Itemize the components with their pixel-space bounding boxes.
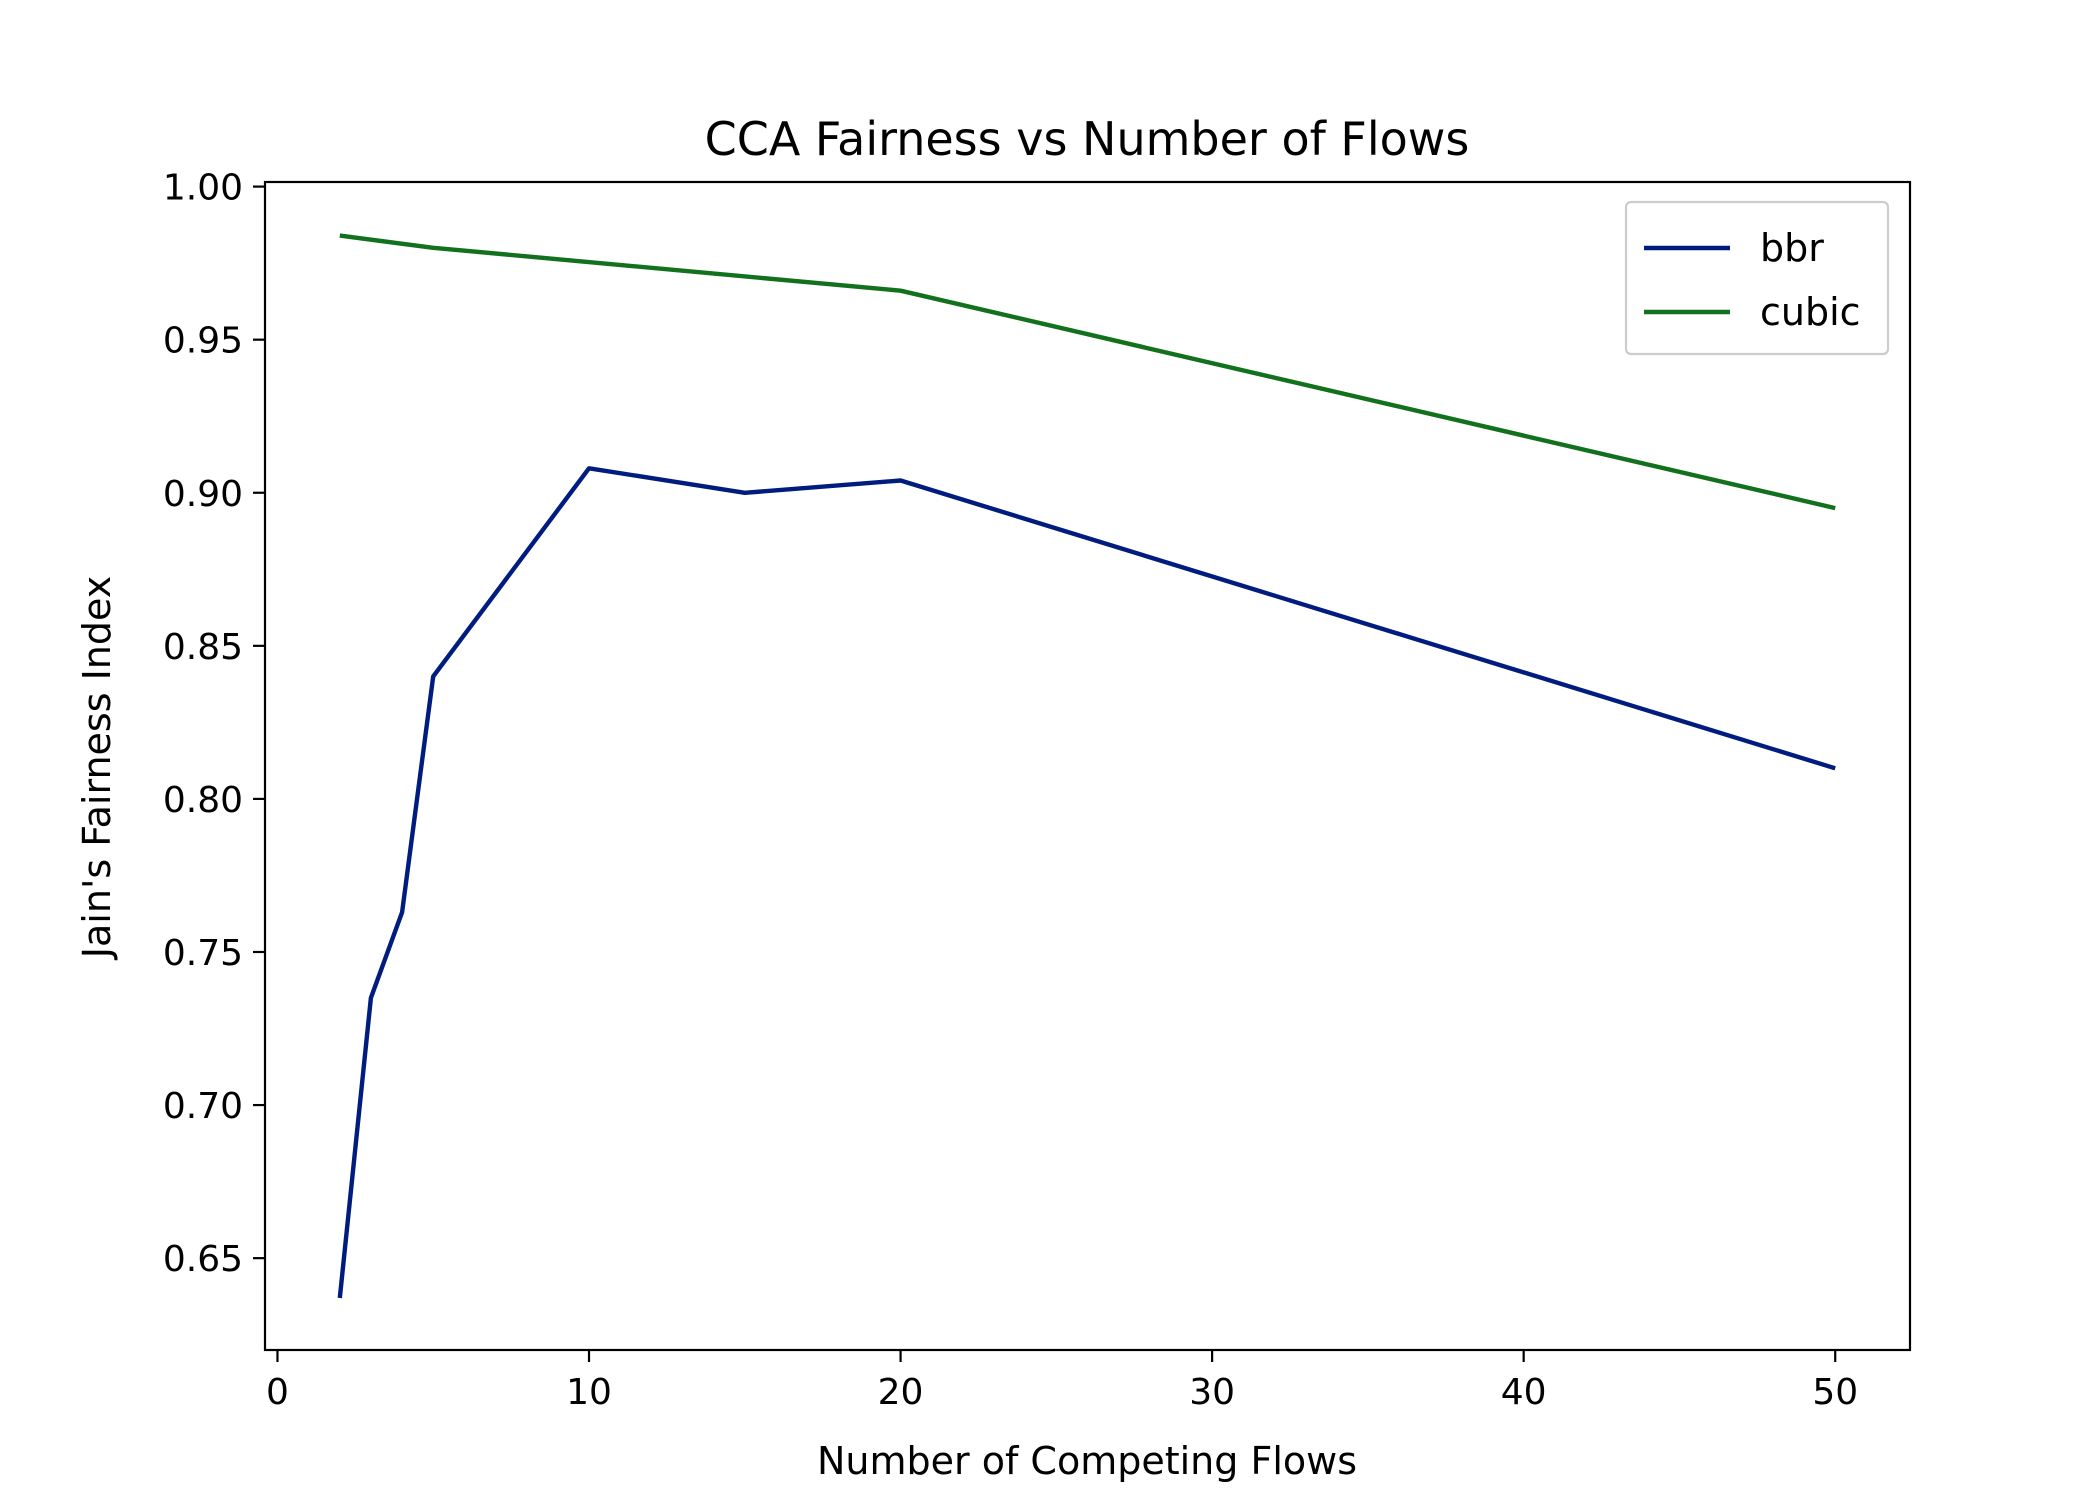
x-axis-label: Number of Competing Flows: [817, 1439, 1357, 1483]
y-tick-label: 0.65: [163, 1239, 243, 1280]
x-tick-label: 50: [1812, 1372, 1858, 1413]
chart-title: CCA Fairness vs Number of Flows: [705, 112, 1470, 166]
plot-frame: [263, 180, 1912, 1352]
y-tick-label: 1.00: [163, 168, 243, 209]
y-tick-label: 0.70: [163, 1086, 243, 1127]
y-tick-label: 0.75: [163, 933, 243, 974]
y-tick-label: 0.80: [163, 780, 243, 821]
x-axis: 0 10 20 30 40 50: [266, 1350, 1858, 1413]
x-tick-label: 40: [1501, 1372, 1547, 1413]
series-line-bbr: [337, 466, 1836, 1299]
x-tick-label: 0: [266, 1372, 289, 1413]
y-axis-label: Jain's Fairness Index: [75, 576, 119, 960]
legend: bbr cubic: [1624, 200, 1890, 356]
y-tick-label: 0.95: [163, 321, 243, 362]
y-tick-label: 0.90: [163, 474, 243, 515]
x-tick-label: 30: [1189, 1372, 1235, 1413]
x-tick-label: 10: [566, 1372, 612, 1413]
legend-box: [1624, 200, 1890, 356]
series-line-cubic: [339, 233, 1836, 511]
y-axis: 0.65 0.70 0.75 0.80 0.85 0.90 0.95 1.00: [163, 168, 265, 1280]
legend-label-bbr: bbr: [1760, 226, 1824, 270]
series-layer: [337, 233, 1836, 1299]
x-tick-label: 20: [878, 1372, 924, 1413]
y-tick-label: 0.85: [163, 627, 243, 668]
legend-label-cubic: cubic: [1760, 290, 1861, 334]
